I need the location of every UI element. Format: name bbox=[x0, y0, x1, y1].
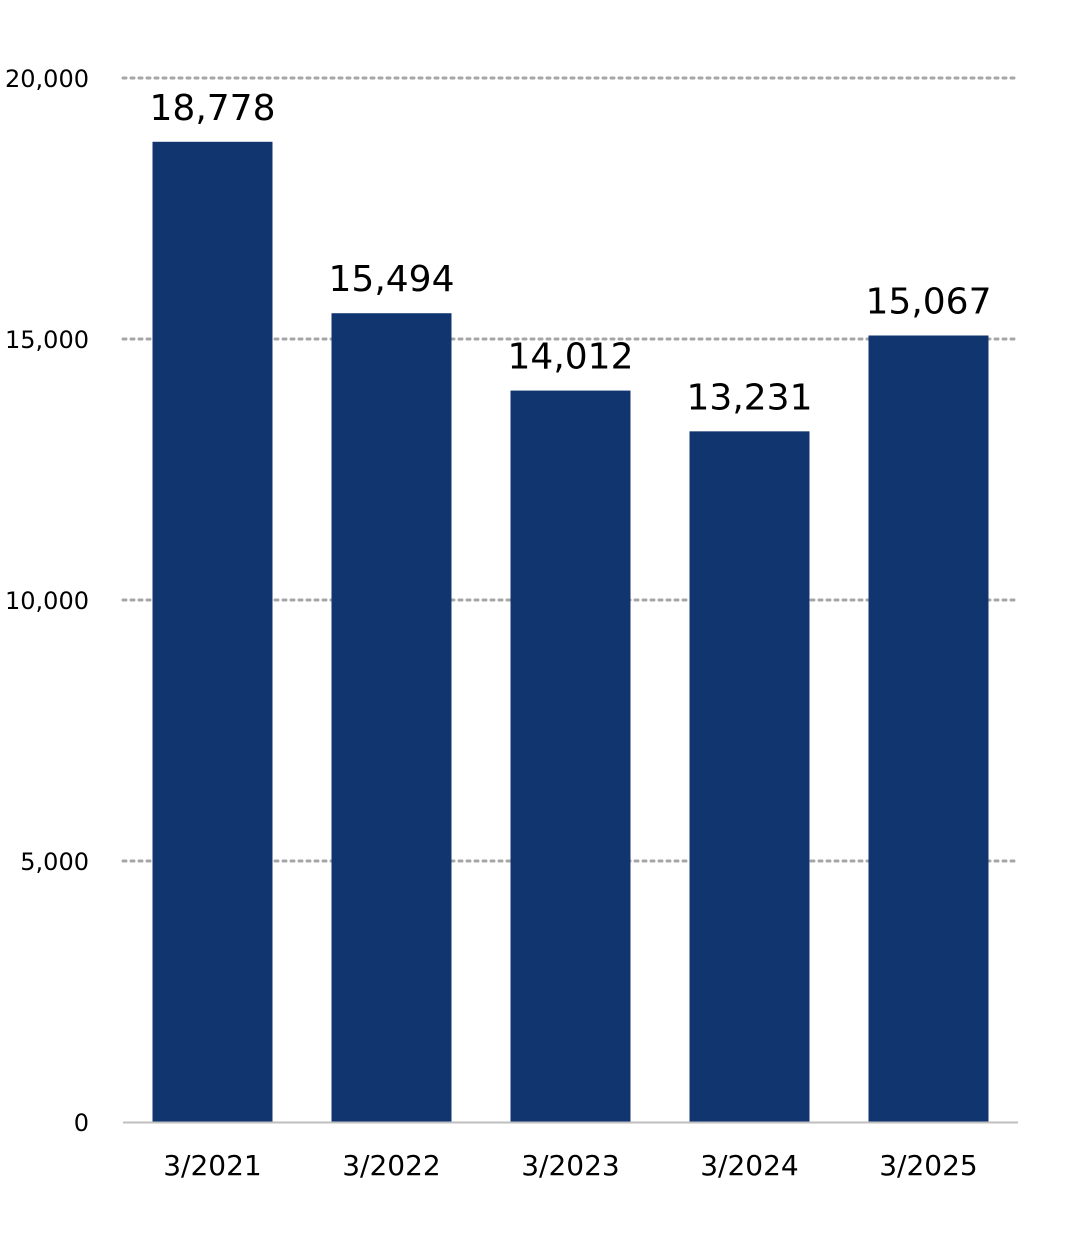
bar bbox=[510, 390, 631, 1122]
x-tick-label: 3/2024 bbox=[700, 1149, 799, 1182]
data-labels: 18,778 15,494 14,012 13,231 15,067 bbox=[150, 88, 992, 419]
data-label: 13,231 bbox=[687, 377, 813, 418]
y-tick-label: 5,000 bbox=[20, 848, 89, 876]
bars bbox=[152, 141, 989, 1123]
y-tick-label: 15,000 bbox=[5, 326, 89, 354]
data-label: 15,494 bbox=[329, 259, 455, 300]
y-tick-label: 0 bbox=[74, 1109, 89, 1137]
x-tick-label: 3/2021 bbox=[163, 1149, 262, 1182]
x-tick-label: 3/2025 bbox=[879, 1149, 978, 1182]
data-label: 18,778 bbox=[150, 88, 276, 129]
bar bbox=[152, 141, 273, 1123]
x-tick-label: 3/2022 bbox=[342, 1149, 441, 1182]
bar bbox=[868, 335, 989, 1123]
y-tick-label: 20,000 bbox=[5, 65, 89, 93]
bar bbox=[689, 431, 810, 1122]
x-tick-label: 3/2023 bbox=[521, 1149, 620, 1182]
bar bbox=[331, 313, 452, 1122]
x-axis-tick-labels: 3/2021 3/2022 3/2023 3/2024 3/2025 bbox=[163, 1149, 978, 1182]
data-label: 14,012 bbox=[508, 337, 634, 378]
y-axis-tick-labels: 0 5,000 10,000 15,000 20,000 bbox=[5, 65, 89, 1137]
data-label: 15,067 bbox=[866, 282, 992, 323]
y-tick-label: 10,000 bbox=[5, 587, 89, 615]
